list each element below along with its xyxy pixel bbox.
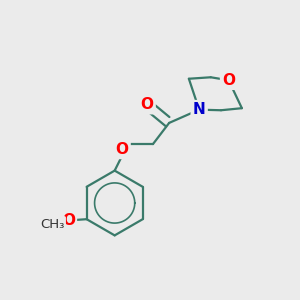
- Text: O: O: [62, 213, 75, 228]
- Text: O: O: [141, 97, 154, 112]
- Text: O: O: [222, 73, 235, 88]
- Text: N: N: [193, 102, 206, 117]
- Text: CH₃: CH₃: [40, 218, 64, 231]
- Text: O: O: [116, 142, 128, 157]
